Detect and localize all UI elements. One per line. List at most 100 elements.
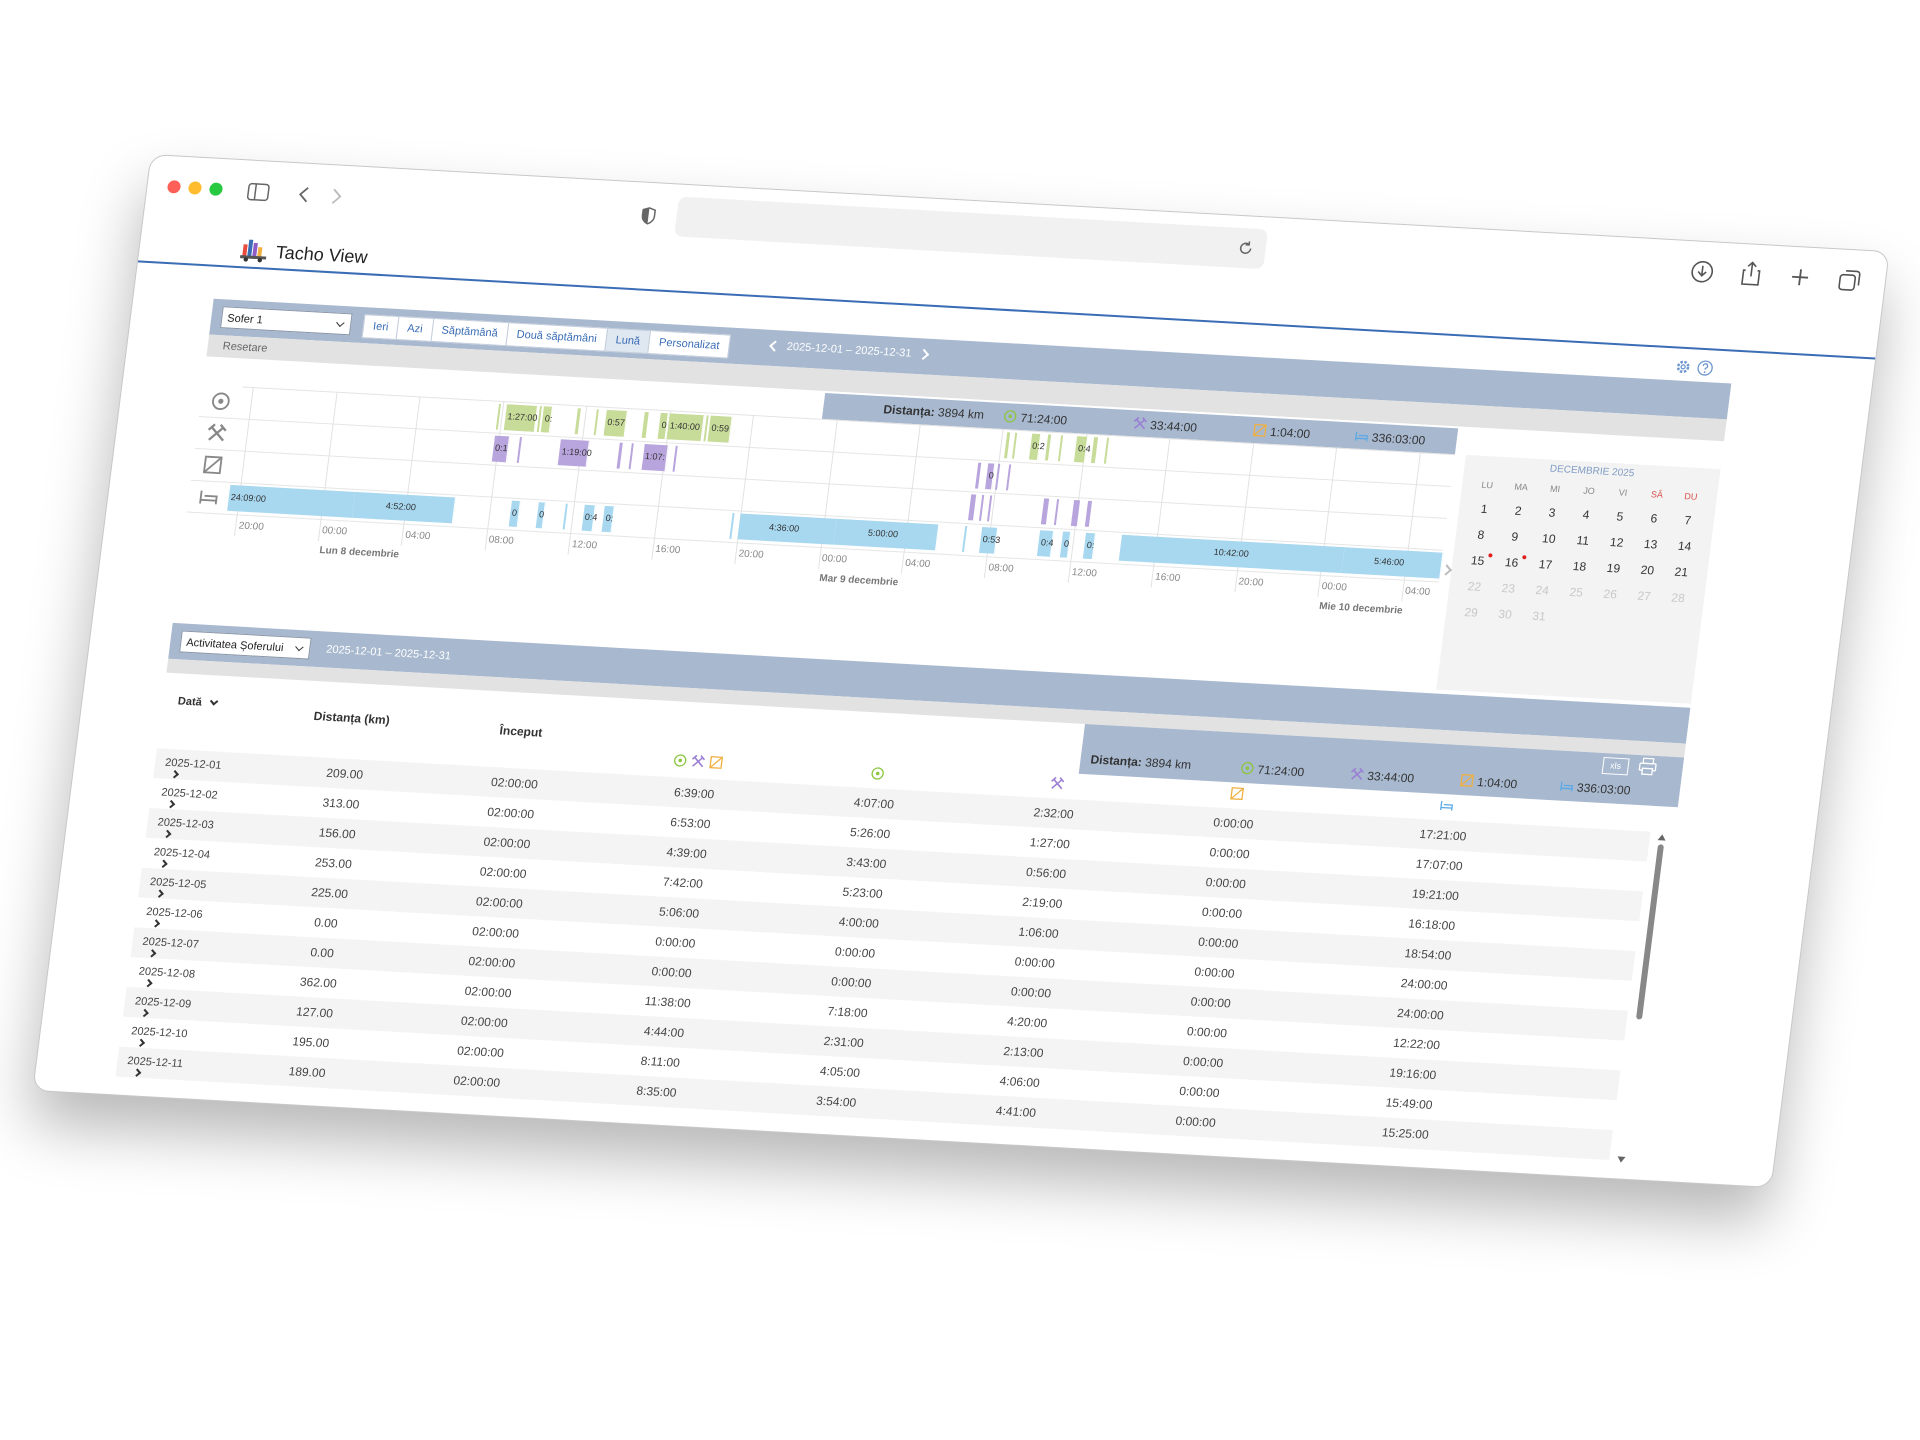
- calendar-day[interactable]: 30: [1497, 606, 1513, 622]
- calendar-day[interactable]: 4: [1581, 507, 1591, 522]
- calendar-day[interactable]: 20: [1639, 562, 1655, 578]
- reset-link[interactable]: Resetare: [222, 340, 269, 355]
- calendar-day[interactable]: 25: [1568, 584, 1584, 600]
- period-button[interactable]: Personalizat: [647, 330, 731, 359]
- expand-row[interactable]: [162, 829, 172, 839]
- table-cell: 156.00: [317, 825, 357, 842]
- bar-label: 0:59: [710, 422, 730, 434]
- downloads-button[interactable]: [1689, 259, 1716, 284]
- calendar-day[interactable]: 13: [1643, 536, 1659, 552]
- calendar-day[interactable]: 24: [1534, 582, 1550, 598]
- calendar-day[interactable]: 26: [1602, 586, 1618, 602]
- column-header-distance[interactable]: Distanța (km): [312, 708, 391, 728]
- date-text: 2025-12-08: [137, 965, 196, 981]
- expand-row[interactable]: [136, 1038, 146, 1048]
- export-xls-button[interactable]: xls: [1601, 757, 1630, 776]
- expand-row[interactable]: [166, 799, 176, 809]
- calendar-day[interactable]: 27: [1636, 588, 1652, 604]
- bar-label: 0:: [544, 413, 554, 424]
- calendar-day[interactable]: 9: [1510, 529, 1520, 544]
- expand-row[interactable]: [151, 919, 161, 928]
- calendar-day[interactable]: 16: [1504, 555, 1520, 570]
- work-row-icon: [206, 423, 228, 444]
- calendar-day[interactable]: 6: [1649, 511, 1659, 526]
- column-header-start[interactable]: Început: [498, 723, 544, 740]
- period-button[interactable]: Azi: [395, 316, 435, 342]
- table-cell: 8:11:00: [639, 1053, 681, 1070]
- expand-row[interactable]: [140, 1008, 149, 1018]
- calendar-day[interactable]: 8: [1476, 527, 1486, 542]
- calendar-day[interactable]: 15: [1470, 553, 1486, 569]
- calendar-day[interactable]: 22: [1466, 579, 1482, 594]
- availability-row-icon: [202, 454, 224, 475]
- settings-button[interactable]: [1674, 358, 1692, 375]
- calendar-day[interactable]: 23: [1500, 581, 1516, 596]
- calendar-day[interactable]: 10: [1541, 531, 1557, 546]
- table-cell: 19:16:00: [1388, 1065, 1438, 1083]
- calendar-day[interactable]: 29: [1463, 605, 1479, 620]
- table-cell: 2:31:00: [822, 1033, 865, 1051]
- calendar-day[interactable]: 17: [1538, 557, 1554, 572]
- calendar-day[interactable]: 7: [1683, 513, 1693, 528]
- period-button[interactable]: Lună: [604, 327, 652, 355]
- day-label: Mar 9 decembrie: [818, 572, 899, 589]
- address-bar[interactable]: [674, 196, 1269, 270]
- expand-row[interactable]: [147, 949, 157, 958]
- sidebar-button[interactable]: [246, 182, 270, 202]
- bar-label: 0:1: [494, 442, 509, 454]
- tabs-button[interactable]: [1836, 267, 1863, 292]
- weekday: MA: [1513, 481, 1529, 493]
- weekday: DU: [1683, 491, 1699, 502]
- help-button[interactable]: [1696, 360, 1714, 377]
- column-header-total[interactable]: [672, 753, 724, 770]
- sort-caret[interactable]: [209, 697, 219, 706]
- rest-row-icon: [198, 486, 220, 507]
- calendar-day[interactable]: 19: [1605, 560, 1622, 576]
- table-cell: 0:00:00: [1201, 904, 1243, 922]
- calendar-day[interactable]: 31: [1531, 608, 1547, 624]
- expand-row[interactable]: [132, 1068, 142, 1077]
- period-button[interactable]: Ieri: [361, 314, 400, 340]
- prev-button[interactable]: [769, 340, 781, 352]
- share-button[interactable]: [1739, 260, 1764, 287]
- column-header-work[interactable]: [1050, 776, 1066, 791]
- table-cell: 02:00:00: [460, 1013, 509, 1031]
- table-cell: 0:00:00: [650, 964, 693, 981]
- calendar-day[interactable]: 5: [1615, 509, 1625, 524]
- calendar-day[interactable]: 12: [1609, 535, 1625, 550]
- column-header-driving[interactable]: [870, 766, 886, 781]
- table-cell: 8:35:00: [635, 1083, 678, 1100]
- table-cell: 02:00:00: [467, 953, 517, 971]
- calendar-day[interactable]: 2: [1513, 503, 1523, 519]
- calendar-day[interactable]: 3: [1547, 505, 1557, 520]
- table-cell: 4:41:00: [995, 1103, 1037, 1120]
- expand-row[interactable]: [159, 859, 168, 868]
- availability-icon: [1252, 423, 1268, 438]
- column-header-availability[interactable]: [1229, 786, 1245, 801]
- table-cell: 3:43:00: [845, 854, 888, 872]
- calendar-day[interactable]: 21: [1673, 564, 1689, 580]
- back-button[interactable]: [296, 185, 312, 204]
- calendar-day[interactable]: 28: [1670, 590, 1686, 606]
- calendar-day[interactable]: 1: [1479, 501, 1489, 517]
- scroll-down[interactable]: [1616, 1156, 1626, 1167]
- forward-button[interactable]: [328, 187, 344, 206]
- expand-row[interactable]: [155, 889, 164, 898]
- reload-button[interactable]: [1237, 240, 1255, 257]
- calendar-day[interactable]: 14: [1677, 538, 1693, 554]
- expand-row[interactable]: [144, 978, 153, 988]
- close-button[interactable]: [166, 179, 182, 194]
- calendar-day[interactable]: 11: [1575, 533, 1590, 548]
- new-tab-button[interactable]: [1789, 267, 1811, 288]
- calendar-day[interactable]: 18: [1571, 559, 1588, 574]
- bar-label: 0:4: [1040, 537, 1055, 548]
- date-text: 2025-12-07: [141, 935, 200, 951]
- scroll-up[interactable]: [1657, 830, 1667, 841]
- expand-row[interactable]: [170, 770, 179, 779]
- column-header-date[interactable]: Dată: [177, 695, 219, 709]
- zoom-button[interactable]: [208, 182, 224, 196]
- period-button[interactable]: Săptămână: [430, 317, 510, 347]
- column-header-rest[interactable]: [1439, 798, 1455, 813]
- print-button[interactable]: [1638, 757, 1658, 776]
- minimize-button[interactable]: [187, 181, 203, 195]
